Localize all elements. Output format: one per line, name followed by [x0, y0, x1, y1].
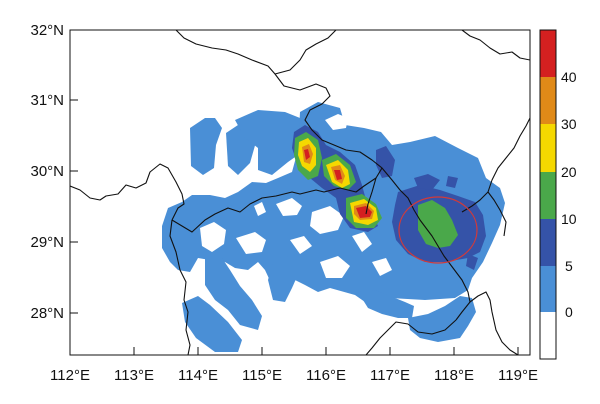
administrative-borders: [70, 30, 530, 355]
colorbar-segment: [540, 30, 556, 77]
rain-contour-40-plus: [304, 149, 372, 218]
x-tick-label: 115°E: [242, 367, 282, 384]
colorbar-label: 10: [561, 211, 577, 227]
x-tick-label: 118°E: [434, 367, 474, 384]
y-axis: 32°N 31°N 30°N 29°N 28°N: [30, 22, 78, 322]
y-tick-label: 30°N: [30, 163, 64, 180]
x-tick-label: 117°E: [370, 367, 410, 384]
colorbar-label: 5: [565, 258, 573, 274]
y-tick-label: 28°N: [30, 305, 64, 322]
colorbar-segment: [540, 172, 556, 219]
highlight-ellipse: [398, 196, 478, 264]
map-content: [70, 30, 530, 355]
colorbar-label: 20: [561, 164, 577, 180]
colorbar-segment: [540, 266, 556, 312]
colorbar-label: 0: [565, 304, 573, 320]
x-tick-label: 119°E: [498, 367, 538, 384]
y-tick-label: 31°N: [30, 92, 64, 109]
rain-free-gaps: [200, 114, 392, 278]
y-tick-label: 32°N: [30, 22, 64, 39]
colorbar-segment: [540, 312, 556, 359]
colorbar-segment: [540, 77, 556, 124]
x-tick-label: 113°E: [114, 367, 154, 384]
colorbar-border: [539, 29, 557, 360]
colorbar-label: 40: [561, 69, 577, 85]
colorbar-segment: [540, 219, 556, 266]
x-axis: 112°E 113°E 114°E 115°E 116°E 117°E 118°…: [50, 347, 538, 384]
map-border: [69, 29, 531, 356]
x-tick-label: 116°E: [306, 367, 346, 384]
x-tick-label: 114°E: [178, 367, 218, 384]
x-tick-label: 112°E: [50, 367, 90, 384]
colorbar-label: 30: [561, 116, 577, 132]
y-tick-label: 29°N: [30, 234, 64, 251]
colorbar-segment: [540, 124, 556, 172]
colorbar: 0 5 10 20 30 40: [539, 29, 577, 360]
